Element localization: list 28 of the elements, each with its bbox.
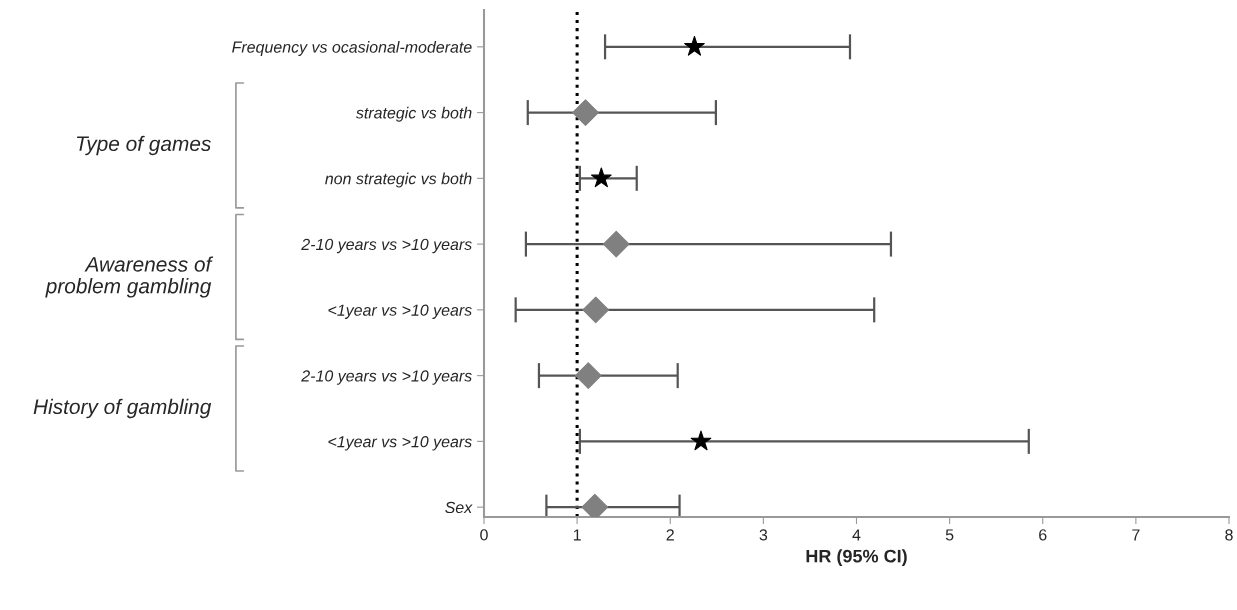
x-tick-label: 5 bbox=[945, 529, 954, 541]
y-tick-label: <1year vs >10 years bbox=[328, 304, 472, 319]
point bbox=[602, 230, 630, 258]
text: Awareness of problem gambling bbox=[45, 256, 214, 298]
point bbox=[574, 362, 602, 389]
x-tick-label: 7 bbox=[1132, 529, 1140, 541]
y-tick-label: 2-10 years vs >10 years bbox=[301, 370, 472, 385]
y-tick-label: Frequency vs ocasional-moderate bbox=[232, 41, 472, 56]
y-tick-label: strategic vs both bbox=[355, 106, 472, 122]
point bbox=[684, 35, 705, 56]
point bbox=[572, 99, 599, 126]
x-tick-label: 1 bbox=[573, 529, 581, 541]
x-tick-label: 8 bbox=[1225, 529, 1233, 541]
x-tick-label: 2 bbox=[666, 529, 674, 541]
text: Type of games bbox=[76, 135, 211, 156]
y-tick-label: <1year vs >10 years bbox=[328, 436, 472, 451]
point bbox=[582, 296, 610, 324]
x-axis-title: HR (95% CI) bbox=[806, 549, 907, 567]
x-tick-label: 3 bbox=[759, 529, 768, 541]
x-tick-label: 0 bbox=[480, 529, 488, 541]
x-tick-label: 6 bbox=[1039, 529, 1047, 541]
point bbox=[590, 167, 612, 188]
y-tick-label: Sex bbox=[445, 501, 473, 514]
y-tick-label: 2-10 years vs >10 years bbox=[301, 238, 472, 254]
point bbox=[690, 430, 712, 451]
y-tick-label: non strategic vs both bbox=[325, 172, 472, 188]
text: History of gambling bbox=[33, 398, 212, 419]
x-tick-label: 4 bbox=[852, 529, 861, 541]
